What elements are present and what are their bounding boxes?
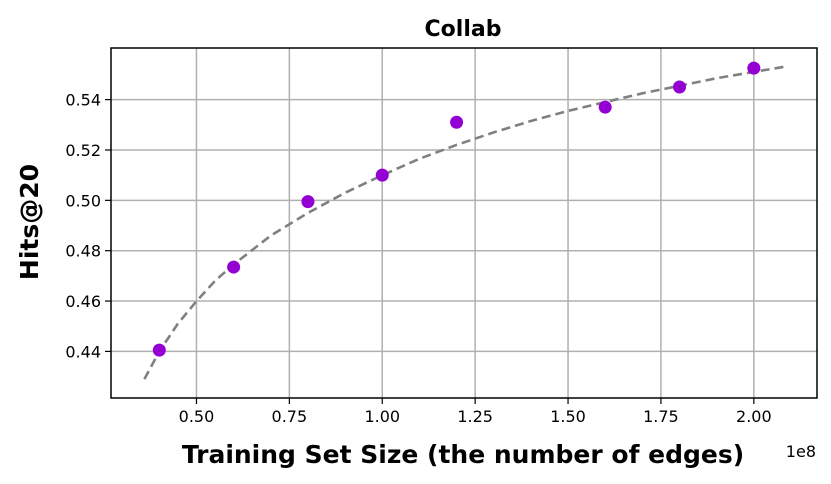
y-tick-label: 0.50 xyxy=(65,191,101,210)
y-axis-label: Hits@20 xyxy=(15,164,44,280)
x-tick-label: 0.75 xyxy=(272,407,308,426)
x-axis-offset-label: 1e8 xyxy=(786,442,816,461)
data-point xyxy=(747,61,761,75)
data-point xyxy=(375,168,389,182)
data-point xyxy=(598,100,612,114)
data-point xyxy=(227,260,241,274)
x-tick-label: 1.75 xyxy=(643,407,679,426)
data-point xyxy=(152,343,166,357)
y-tick-label: 0.52 xyxy=(65,141,101,160)
y-tick-label: 0.44 xyxy=(65,342,101,361)
y-tick-label: 0.54 xyxy=(65,91,101,110)
x-tick-label: 2.00 xyxy=(736,407,772,426)
data-point xyxy=(301,195,315,209)
data-point xyxy=(673,80,687,94)
x-tick-label: 1.50 xyxy=(550,407,586,426)
data-point xyxy=(450,115,464,129)
y-axis-ticks: 0.44 0.46 0.48 0.50 0.52 0.54 xyxy=(65,91,111,361)
x-tick-label: 1.00 xyxy=(364,407,400,426)
plot-frame xyxy=(110,47,818,399)
grid-lines xyxy=(111,48,817,398)
data-points xyxy=(152,61,761,357)
x-tick-label: 1.25 xyxy=(457,407,493,426)
y-tick-label: 0.46 xyxy=(65,292,101,311)
chart-title: Collab xyxy=(425,17,502,42)
x-axis-ticks: 0.50 0.75 1.00 1.25 1.50 1.75 2.00 xyxy=(179,398,772,426)
y-tick-label: 0.48 xyxy=(65,242,101,261)
x-axis-label: Training Set Size (the number of edges) xyxy=(182,440,744,469)
trend-line-group xyxy=(143,65,784,380)
trend-line xyxy=(143,65,784,380)
x-tick-label: 0.50 xyxy=(179,407,215,426)
